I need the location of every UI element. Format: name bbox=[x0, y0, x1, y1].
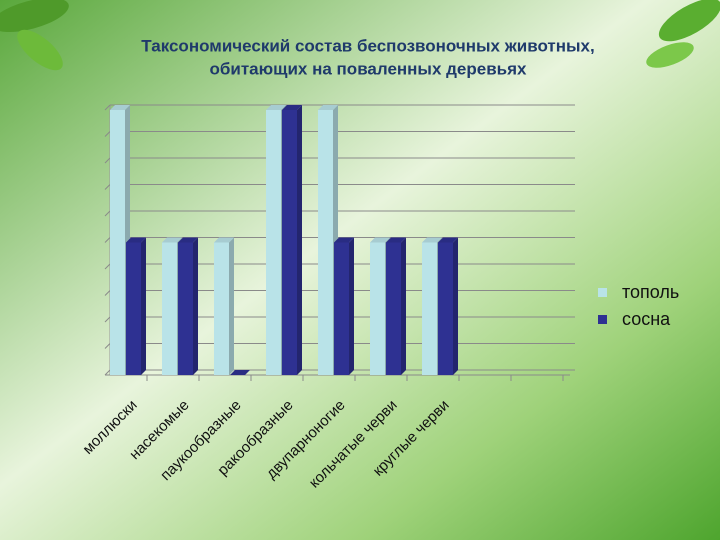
legend-label: тополь bbox=[622, 282, 679, 302]
bar-side bbox=[401, 237, 406, 375]
tick-mark bbox=[104, 237, 111, 243]
bar-side bbox=[229, 237, 234, 375]
bar-side bbox=[297, 105, 302, 375]
tick-mark bbox=[104, 343, 111, 349]
tick-mark bbox=[104, 104, 111, 111]
tick-mark bbox=[104, 316, 111, 323]
bar-side bbox=[193, 237, 198, 375]
bar bbox=[386, 242, 401, 375]
bar bbox=[318, 110, 333, 375]
bar-top bbox=[386, 237, 406, 243]
tick-mark bbox=[104, 369, 111, 376]
tick-mark bbox=[104, 290, 111, 296]
legend-swatch bbox=[598, 315, 607, 324]
bar-top bbox=[282, 105, 302, 110]
chart-title: Таксономический состав беспозвоночных жи… bbox=[141, 36, 594, 55]
bar-side bbox=[453, 237, 458, 375]
bar bbox=[282, 110, 297, 375]
bar bbox=[370, 242, 385, 375]
bar bbox=[422, 242, 437, 375]
bar-top bbox=[230, 370, 250, 375]
tick-mark bbox=[104, 157, 111, 164]
bar-top bbox=[126, 237, 146, 243]
bar-side bbox=[349, 237, 354, 375]
leaf bbox=[658, 0, 720, 42]
bar-top bbox=[438, 237, 458, 243]
leaf bbox=[646, 42, 694, 68]
bar-top bbox=[162, 237, 182, 243]
bar bbox=[334, 242, 349, 375]
leaf bbox=[0, 0, 69, 33]
legend-label: сосна bbox=[622, 309, 671, 329]
bar-top bbox=[110, 105, 130, 110]
bar-top bbox=[214, 237, 234, 243]
legend-swatch bbox=[598, 288, 607, 297]
bar bbox=[438, 242, 453, 375]
bar bbox=[178, 242, 193, 375]
tick-mark bbox=[104, 263, 111, 270]
bar-top bbox=[266, 105, 286, 110]
leaf bbox=[17, 29, 63, 71]
bar-top bbox=[178, 237, 198, 243]
bar bbox=[110, 110, 125, 375]
bar bbox=[214, 242, 229, 375]
tick-mark bbox=[104, 210, 111, 217]
bar-top bbox=[334, 237, 354, 243]
tick-mark bbox=[104, 184, 111, 190]
bar bbox=[126, 242, 141, 375]
bar-top bbox=[422, 237, 442, 243]
bar-side bbox=[141, 237, 146, 375]
bar bbox=[266, 110, 281, 375]
bar bbox=[162, 242, 177, 375]
tick-mark bbox=[104, 131, 111, 137]
chart-title: обитающих на поваленных деревьях bbox=[209, 59, 527, 78]
bar-top bbox=[318, 105, 338, 110]
bar-top bbox=[370, 237, 390, 243]
